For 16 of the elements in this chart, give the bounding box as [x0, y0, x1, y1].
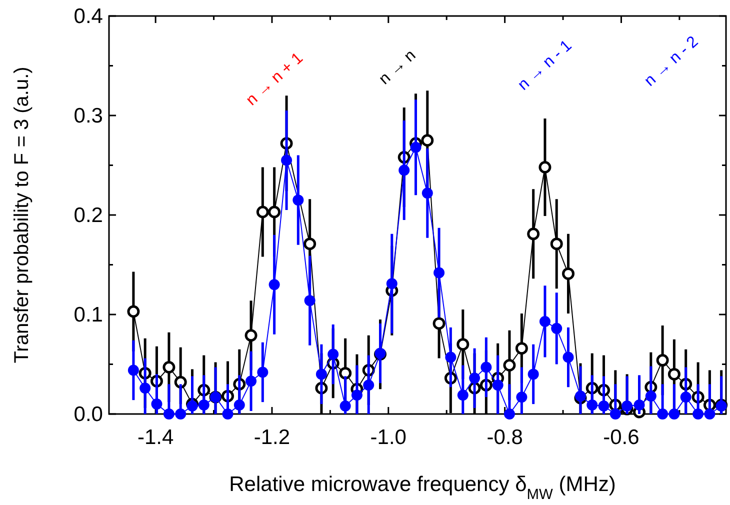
x-tick-label: -1.2	[254, 426, 290, 449]
y-tick-label: 0.2	[74, 204, 103, 227]
y-tick-label: 0.4	[74, 5, 104, 28]
annotation: n → n - 2	[641, 33, 702, 90]
x-tick-label: -1.0	[370, 426, 406, 449]
annotation: n → n - 1	[514, 37, 576, 94]
annotation: n → n + 1	[243, 50, 306, 110]
x-axis-title: Relative microwave frequency δ$_{MW}$ (MHz)	[229, 473, 616, 503]
x-tick-label: -0.8	[486, 426, 523, 449]
x-tick-label: -1.4	[137, 426, 174, 449]
y-tick-label: 0.0	[74, 403, 103, 426]
y-tick-label: 0.1	[74, 304, 103, 326]
y-tick-label: 0.3	[74, 104, 103, 128]
annotation: n → n	[376, 46, 420, 88]
x-tick-label: -0.6	[603, 426, 640, 449]
y-axis-title: Transfer probability to F = 3 (a.u.)	[11, 66, 33, 364]
